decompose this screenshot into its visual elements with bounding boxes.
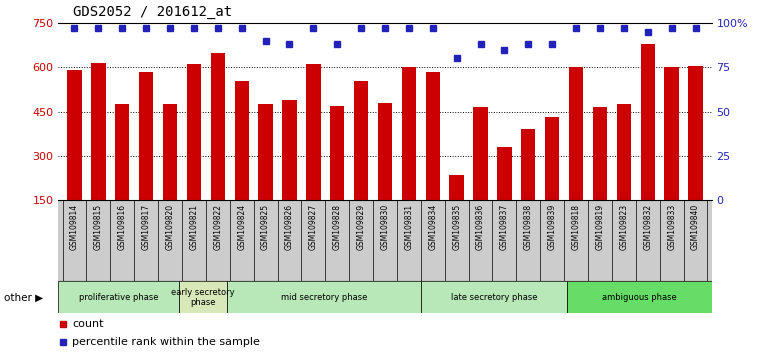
Text: early secretory
phase: early secretory phase (172, 288, 235, 307)
Text: GDS2052 / 201612_at: GDS2052 / 201612_at (73, 5, 233, 19)
Bar (569, 67, 583, 244)
Text: GSM109816: GSM109816 (118, 204, 127, 250)
Bar (235, 80, 249, 244)
Text: GSM109826: GSM109826 (285, 204, 294, 250)
Bar (665, 67, 679, 244)
Bar (211, 52, 225, 244)
Bar (139, 72, 153, 244)
Text: GSM109824: GSM109824 (237, 204, 246, 250)
Text: mid secretory phase: mid secretory phase (281, 293, 367, 302)
Bar (58, 281, 179, 313)
Text: other ▶: other ▶ (4, 292, 43, 302)
Text: GSM109821: GSM109821 (189, 204, 199, 250)
Bar (474, 107, 487, 244)
Text: GSM109836: GSM109836 (476, 204, 485, 250)
Bar (593, 107, 608, 244)
Bar (688, 66, 703, 244)
Text: GSM109822: GSM109822 (213, 204, 223, 250)
Bar (330, 105, 344, 244)
Bar (187, 64, 201, 244)
Bar (567, 281, 712, 313)
Text: GSM109834: GSM109834 (428, 204, 437, 250)
Text: GSM109838: GSM109838 (524, 204, 533, 250)
Bar (179, 281, 227, 313)
Bar (378, 103, 392, 244)
Bar (450, 175, 464, 244)
Text: GSM109817: GSM109817 (142, 204, 151, 250)
Bar (115, 104, 129, 244)
Text: GSM109832: GSM109832 (643, 204, 652, 250)
Bar (354, 80, 368, 244)
Text: GSM109831: GSM109831 (404, 204, 413, 250)
Text: GSM109818: GSM109818 (571, 204, 581, 250)
Bar (641, 44, 655, 244)
Bar (283, 100, 296, 244)
Text: GSM109823: GSM109823 (619, 204, 628, 250)
Bar (402, 67, 416, 244)
Bar (521, 129, 535, 244)
Bar (421, 281, 567, 313)
Text: GSM109835: GSM109835 (452, 204, 461, 250)
Text: GSM109829: GSM109829 (357, 204, 366, 250)
Bar (497, 147, 511, 244)
Text: GSM109814: GSM109814 (70, 204, 79, 250)
Text: late secretory phase: late secretory phase (450, 293, 537, 302)
Bar (426, 72, 440, 244)
Text: proliferative phase: proliferative phase (79, 293, 158, 302)
Text: GSM109840: GSM109840 (691, 204, 700, 250)
Bar (545, 118, 559, 244)
Bar (306, 64, 320, 244)
Text: GSM109839: GSM109839 (547, 204, 557, 250)
Text: ambiguous phase: ambiguous phase (602, 293, 677, 302)
Text: GSM109820: GSM109820 (166, 204, 175, 250)
Text: GSM109828: GSM109828 (333, 204, 342, 250)
Text: GSM109819: GSM109819 (595, 204, 604, 250)
Bar (91, 63, 105, 244)
Text: GSM109830: GSM109830 (380, 204, 390, 250)
Bar (67, 70, 82, 244)
Bar (227, 281, 421, 313)
Text: GSM109837: GSM109837 (500, 204, 509, 250)
Text: GSM109827: GSM109827 (309, 204, 318, 250)
Text: percentile rank within the sample: percentile rank within the sample (72, 337, 260, 347)
Text: GSM109833: GSM109833 (667, 204, 676, 250)
Bar (259, 104, 273, 244)
Text: GSM109815: GSM109815 (94, 204, 103, 250)
Text: count: count (72, 319, 104, 329)
Bar (617, 104, 631, 244)
Bar (162, 104, 177, 244)
Text: GSM109825: GSM109825 (261, 204, 270, 250)
